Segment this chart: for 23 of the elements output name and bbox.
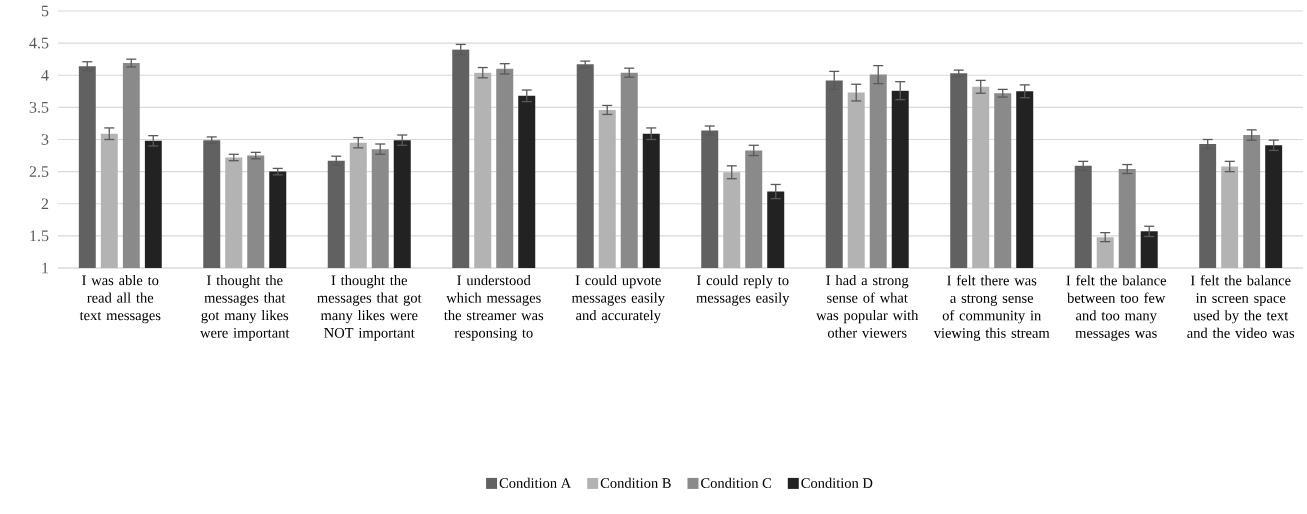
y-tick-label: 4 xyxy=(41,69,49,81)
legend-label: Condition C xyxy=(701,477,771,488)
x-tick-label: I could upvote messages easily and accurately xyxy=(571,275,665,324)
x-tick-label: I thought the messages that got many likes were important xyxy=(200,275,290,341)
x-tick-label: I felt the balance in screen space used by the text and the video was xyxy=(1187,275,1295,338)
y-tick-label: 5 xyxy=(41,5,49,17)
y-tick-label: 1.5 xyxy=(30,230,49,242)
y-tick-label: 2.5 xyxy=(29,166,49,178)
legend-label: Condition D xyxy=(801,477,873,488)
y-tick-label: 3.5 xyxy=(29,101,49,113)
x-tick-label: I thought the messages that got many likes were NOT important xyxy=(317,275,422,341)
x-tick-label: I had a strong sense of what was popular with other viewers xyxy=(816,275,919,338)
x-tick-label: I felt the balance between too few and too many messages was xyxy=(1066,275,1167,341)
y-tick-label: 2 xyxy=(41,198,49,210)
y-tick-label: 4.5 xyxy=(29,37,49,49)
x-tick-label: I could reply to messages easily xyxy=(696,275,790,306)
legend-label: Condition B xyxy=(600,477,671,488)
x-tick-label: I understood which messages the streamer was responsing to xyxy=(443,275,544,341)
legend-label: Condition A xyxy=(499,477,572,488)
y-tick-label: 1 xyxy=(42,262,49,274)
x-tick-label: I was able to read all the text messages xyxy=(79,275,161,324)
x-tick-label: I felt there was a strong sense of community in viewing this stream xyxy=(933,275,1050,341)
y-tick-label: 3 xyxy=(41,134,49,145)
